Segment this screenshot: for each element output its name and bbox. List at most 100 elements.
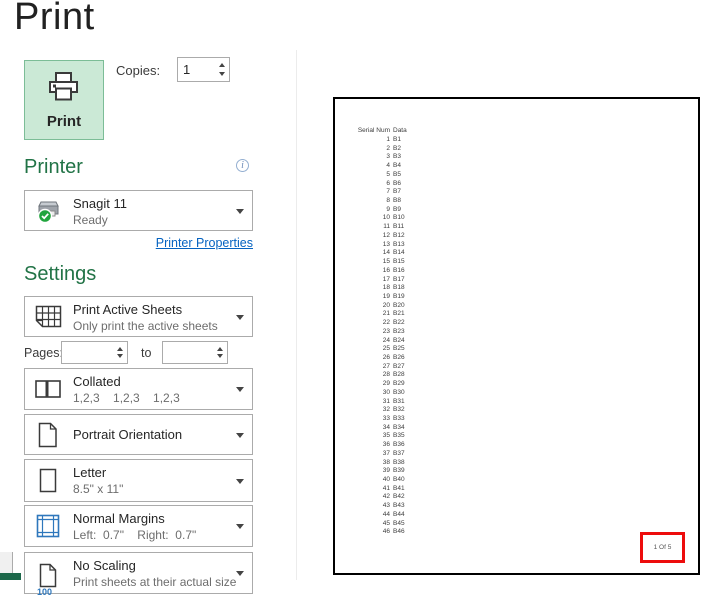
what-to-print-dropdown[interactable]: Print Active Sheets Only print the activ… <box>24 296 253 337</box>
serial-cell: 7 <box>386 188 390 196</box>
pages-label: Pages: <box>24 346 63 360</box>
serial-cell: 25 <box>382 345 390 353</box>
table-row: 15 B15 <box>353 258 407 267</box>
table-row: 35 B35 <box>353 432 407 441</box>
data-cell: B31 <box>393 397 405 405</box>
page-number-text: 1 Of 5 <box>653 544 672 551</box>
printer-select-dropdown[interactable]: Snagit 11 Ready <box>24 190 253 231</box>
scaling-page-icon: 100 <box>25 553 71 597</box>
margins-dropdown[interactable]: Normal Margins Left: 0.7" Right: 0.7" <box>24 505 253 547</box>
serial-cell: 22 <box>382 319 390 327</box>
data-cell: B17 <box>393 275 405 283</box>
serial-cell: 10 <box>382 214 390 222</box>
printer-status: Ready <box>73 213 108 227</box>
spin-up-icon[interactable] <box>117 347 123 351</box>
serial-cell: 21 <box>382 310 390 318</box>
printer-icon <box>46 71 82 107</box>
spin-up-icon[interactable] <box>219 63 225 67</box>
data-cell: B21 <box>393 310 405 318</box>
table-row: 41 B41 <box>353 485 407 494</box>
data-cell: B4 <box>393 162 401 170</box>
orientation-dropdown[interactable]: Portrait Orientation <box>24 414 253 455</box>
print-preview-page: Serial Num Data 1 B1 2 B2 3 B3 <box>333 97 700 575</box>
data-cell: B9 <box>393 205 401 213</box>
info-icon[interactable]: i <box>236 159 249 172</box>
table-row: 13 B13 <box>353 241 407 250</box>
data-cell: B42 <box>393 493 405 501</box>
data-cell: B5 <box>393 170 401 178</box>
serial-cell: 37 <box>382 449 390 457</box>
printer-status-icon <box>25 191 71 230</box>
chevron-down-icon <box>236 478 244 484</box>
serial-cell: 23 <box>382 327 390 335</box>
data-cell: B22 <box>393 319 405 327</box>
data-cell: B15 <box>393 258 405 266</box>
table-row: 36 B36 <box>353 441 407 450</box>
serial-cell: 2 <box>386 144 390 152</box>
data-cell: B41 <box>393 484 405 492</box>
dropdown-title: No Scaling <box>73 558 136 573</box>
table-row: 30 B30 <box>353 389 407 398</box>
spin-down-icon[interactable] <box>117 354 123 358</box>
serial-cell: 5 <box>386 170 390 178</box>
dropdown-title: Letter <box>73 465 107 480</box>
chevron-down-icon <box>236 208 244 214</box>
spin-up-icon[interactable] <box>217 347 223 351</box>
data-cell: B6 <box>393 179 401 187</box>
data-cell: B19 <box>393 292 405 300</box>
table-row: 27 B27 <box>353 363 407 372</box>
scaling-dropdown[interactable]: 100 No Scaling Print sheets at their act… <box>24 552 253 597</box>
serial-cell: 16 <box>382 266 390 274</box>
page-number-callout: 1 Of 5 <box>640 532 685 563</box>
table-row: 14 B14 <box>353 249 407 258</box>
table-row: 32 B32 <box>353 406 407 415</box>
serial-cell: 45 <box>382 519 390 527</box>
serial-cell: 39 <box>382 467 390 475</box>
spin-down-icon[interactable] <box>217 354 223 358</box>
copies-input[interactable] <box>178 58 213 81</box>
serial-cell: 13 <box>382 240 390 248</box>
table-row: 40 B40 <box>353 476 407 485</box>
serial-cell: 11 <box>383 223 390 231</box>
dropdown-subtitle: Left: 0.7" Right: 0.7" <box>73 528 197 542</box>
print-button-label: Print <box>46 112 82 130</box>
data-cell: B36 <box>393 441 405 449</box>
print-button[interactable]: Print <box>24 60 104 140</box>
data-cell: B3 <box>393 153 401 161</box>
printer-properties-link[interactable]: Printer Properties <box>155 236 253 250</box>
preview-table-header: Serial Num Data <box>353 126 407 136</box>
data-cell: B30 <box>393 388 405 396</box>
copies-label: Copies: <box>116 63 161 78</box>
serial-cell: 36 <box>382 441 390 449</box>
table-row: 42 B42 <box>353 493 407 502</box>
sheet-grid-icon <box>25 297 71 336</box>
table-row: 38 B38 <box>353 459 407 468</box>
table-row: 39 B39 <box>353 467 407 476</box>
paper-size-dropdown[interactable]: Letter 8.5" x 11" <box>24 459 253 502</box>
preview-sheet-table: Serial Num Data 1 B1 2 B2 3 B3 <box>353 126 407 537</box>
collation-dropdown[interactable]: Collated 1,2,3 1,2,3 1,2,3 <box>24 368 253 410</box>
dropdown-subtitle: 8.5" x 11" <box>73 482 124 496</box>
dropdown-subtitle: Only print the active sheets <box>73 319 218 333</box>
serial-cell: 6 <box>386 179 390 187</box>
data-cell: B8 <box>393 197 401 205</box>
table-row: 44 B44 <box>353 511 407 520</box>
data-cell: B44 <box>393 510 405 518</box>
settings-section-title: Settings <box>24 263 97 285</box>
table-row: 26 B26 <box>353 354 407 363</box>
table-row: 24 B24 <box>353 337 407 346</box>
dropdown-title: Print Active Sheets <box>73 302 183 317</box>
data-cell: B2 <box>393 144 401 152</box>
spin-down-icon[interactable] <box>219 72 225 76</box>
pages-to-input[interactable] <box>163 342 211 363</box>
preview-table-rows: 1 B1 2 B2 3 B3 4 B4 <box>353 136 407 537</box>
table-row: 28 B28 <box>353 371 407 380</box>
data-cell: B34 <box>393 423 405 431</box>
table-row: 29 B29 <box>353 380 407 389</box>
table-row: 1 B1 <box>353 136 407 145</box>
table-row: 37 B37 <box>353 450 407 459</box>
serial-cell: 9 <box>386 205 390 213</box>
serial-cell: 27 <box>382 362 390 370</box>
letter-page-icon <box>25 460 71 501</box>
pages-from-input[interactable] <box>62 342 111 363</box>
